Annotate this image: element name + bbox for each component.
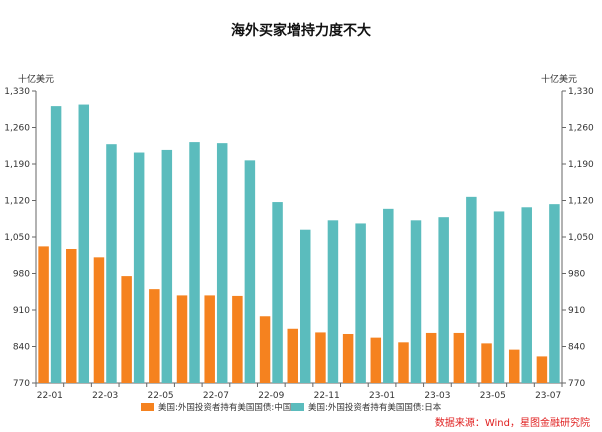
left-y-tick-label: 1,260 [4, 124, 30, 134]
bar-japan [493, 211, 505, 383]
bar-china [287, 328, 298, 383]
legend-item-japan-label: 美国:外国投资者持有美国国债:日本 [308, 402, 442, 413]
x-tick-label: 22-09 [258, 391, 284, 401]
bar-china [425, 332, 437, 383]
legend-item-japan-swatch [291, 403, 304, 411]
bar-japan [383, 208, 394, 383]
bar-japan [549, 204, 560, 383]
right-y-tick-label: 1,190 [568, 160, 594, 170]
bar-china [398, 342, 409, 383]
bar-china [176, 295, 188, 383]
x-tick-label: 23-03 [424, 391, 450, 401]
legend-item-china-label: 美国:外国投资者持有美国国债:中国 [158, 402, 291, 413]
bar-china [315, 332, 326, 383]
bar-china [204, 295, 215, 383]
right-y-tick-label: 1,120 [568, 197, 594, 207]
x-tick-label: 23-05 [480, 391, 506, 401]
bar-japan [161, 149, 173, 383]
bar-japan [106, 144, 117, 383]
bar-japan [189, 142, 200, 383]
bar-japan [244, 160, 256, 383]
bar-japan [327, 220, 339, 383]
legend-item-china-swatch [141, 403, 154, 411]
bar-japan [272, 202, 283, 383]
x-tick-label: 22-11 [314, 391, 340, 401]
bar-china [508, 349, 520, 383]
bar-china [38, 246, 49, 383]
left-y-tick-label: 910 [13, 306, 30, 316]
x-tick-label: 22-05 [148, 391, 174, 401]
right-y-tick-label: 910 [568, 306, 585, 316]
bar-japan [216, 143, 228, 383]
bar-china [342, 333, 354, 383]
x-tick-label: 23-07 [535, 391, 561, 401]
bar-china [93, 257, 105, 383]
left-y-tick-label: 980 [13, 270, 30, 280]
right-y-tick-label: 840 [568, 343, 585, 353]
legend: 美国:外国投资者持有美国国债:中国 美国:外国投资者持有美国国债:日本 [141, 402, 442, 413]
bar-japan [78, 104, 90, 384]
bar-china [66, 248, 77, 383]
source-note: 数据来源：Wind，星图金融研究院 [434, 418, 590, 429]
bar-china [536, 356, 548, 383]
bar-china [259, 316, 271, 383]
right-y-tick-label: 1,050 [568, 233, 594, 243]
right-y-tick-label: 1,260 [568, 124, 594, 134]
left-y-tick-label: 1,120 [4, 197, 30, 207]
bar-china [121, 276, 132, 383]
right-y-tick-label: 770 [568, 379, 585, 389]
right-y-tick-label: 980 [568, 270, 585, 280]
x-tick-label: 22-03 [92, 391, 118, 401]
bar-china [481, 343, 492, 383]
left-y-tick-label: 1,050 [4, 233, 30, 243]
bar-china [453, 332, 465, 383]
axes-group: 1,330 1,330 1,260 1,260 1,190 1,190 1,120 1,120… [4, 87, 594, 401]
x-tick-label: 22-07 [203, 391, 229, 401]
right-axis-unit: 十亿美元 [541, 75, 578, 85]
bar-japan [466, 196, 477, 383]
bar-japan [133, 152, 145, 383]
bar-japan [355, 223, 366, 383]
left-y-tick-label: 840 [13, 343, 30, 353]
bar-china [370, 337, 382, 383]
bar-japan [300, 229, 311, 383]
bar-japan [50, 106, 62, 383]
left-y-tick-label: 1,330 [4, 87, 30, 97]
x-tick-label: 23-01 [369, 391, 395, 401]
bar-china [149, 289, 160, 383]
bar-china [232, 295, 243, 383]
right-y-tick-label: 1,330 [568, 87, 594, 97]
chart-title: 海外买家增持力度不大 [231, 23, 371, 39]
left-y-tick-label: 1,190 [4, 160, 30, 170]
left-y-tick-label: 770 [13, 379, 30, 389]
x-tick-label: 22-01 [37, 391, 63, 401]
bar-japan [438, 217, 449, 383]
bar-japan [521, 207, 532, 383]
bars-group [38, 104, 560, 384]
left-axis-unit: 十亿美元 [18, 75, 55, 85]
bar-japan [410, 220, 422, 383]
